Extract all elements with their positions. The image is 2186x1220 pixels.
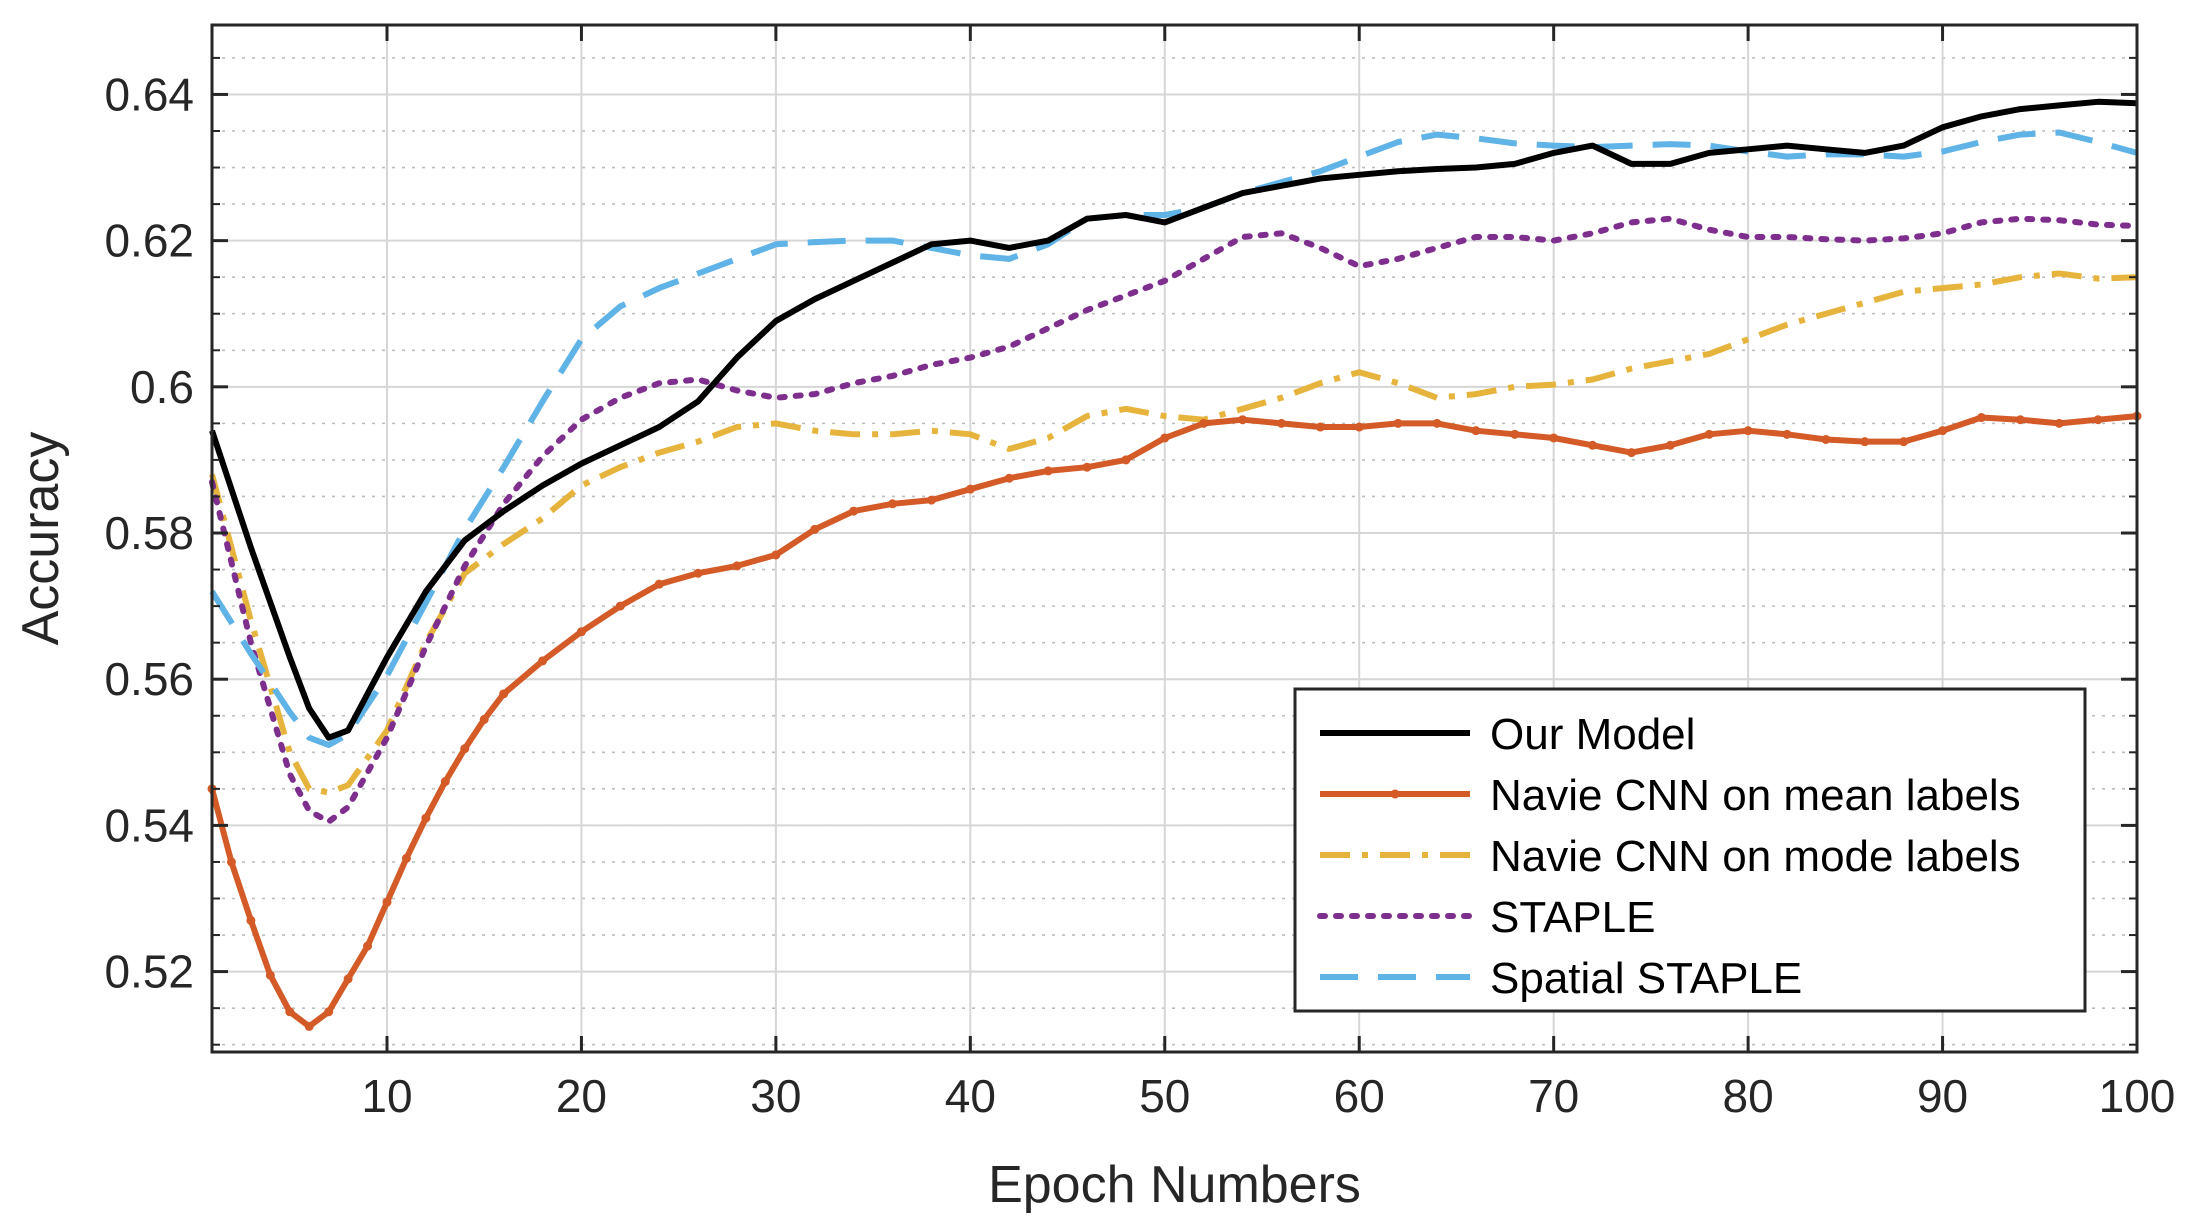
y-tick-labels: 0.52 0.54 0.56 0.58 0.6 0.62 0.64 (104, 68, 194, 997)
series-point-1 (499, 689, 509, 699)
series-point-1 (654, 579, 664, 589)
x-tick-label: 20 (556, 1070, 607, 1122)
series-point-1 (1082, 462, 1092, 472)
series-point-1 (1976, 413, 1986, 423)
series-point-1 (1199, 418, 1209, 428)
series-line-0 (209, 98, 2138, 741)
x-tick-label: 30 (750, 1070, 801, 1122)
y-tick-label: 0.64 (104, 68, 194, 120)
series-point-1 (285, 1007, 295, 1017)
x-tick-label: 40 (945, 1070, 996, 1122)
series-point-1 (265, 970, 275, 980)
series-point-1 (1393, 418, 1403, 428)
series-point-1 (1743, 426, 1753, 436)
series-point-1 (1432, 418, 1442, 428)
series-point-1 (2015, 415, 2025, 425)
series-line-4 (209, 129, 2138, 748)
y-axis-label: Accuracy (12, 432, 70, 646)
series-point-1 (1860, 437, 1870, 447)
series-point-1 (771, 550, 781, 560)
legend-label: STAPLE (1490, 893, 1655, 942)
series-point-1 (1160, 433, 1170, 443)
series-point-1 (1626, 448, 1636, 458)
series-point-1 (1471, 426, 1481, 436)
x-tick-label: 90 (1917, 1070, 1968, 1122)
series-point-1 (576, 627, 586, 637)
y-tick-label: 0.62 (104, 215, 194, 267)
series-point-1 (363, 941, 373, 951)
series-point-1 (888, 499, 898, 509)
series-point-1 (1043, 466, 1053, 476)
series-point-1 (1238, 415, 1248, 425)
series-point-1 (1276, 418, 1286, 428)
series-point-1 (965, 484, 975, 494)
legend-label: Navie CNN on mode labels (1490, 832, 2021, 881)
series-point-1 (1004, 473, 1014, 483)
series-point-1 (732, 561, 742, 571)
series-point-1 (421, 813, 431, 823)
x-axis-label: Epoch Numbers (988, 1156, 1361, 1214)
series-point-1 (1899, 437, 1909, 447)
legend-box (1293, 687, 2087, 1013)
series-point-1 (538, 656, 548, 666)
series-point-1 (324, 1007, 334, 1017)
series-point-1 (849, 506, 859, 516)
series-point-1 (1782, 429, 1792, 439)
series-point-1 (1938, 426, 1948, 436)
series-point-1 (1510, 429, 1520, 439)
series-point-1 (1821, 434, 1831, 444)
y-tick-label: 0.56 (104, 653, 194, 705)
series-point-1 (382, 897, 392, 907)
x-tick-label: 100 (2099, 1070, 2176, 1122)
y-tick-label: 0.6 (130, 361, 194, 413)
legend-label: Navie CNN on mean labels (1490, 771, 2021, 820)
grid (212, 25, 2138, 1052)
series-point-1 (2093, 415, 2103, 425)
series-line-1 (209, 413, 2138, 1030)
ticks (212, 25, 2139, 1052)
series-line-3 (209, 215, 2140, 825)
series-point-1 (479, 714, 489, 724)
legend: Our Model Navie CNN on mean labels Navie C… (1293, 687, 2087, 1013)
x-tick-label: 70 (1528, 1070, 1579, 1122)
plot-frame (210, 23, 2139, 1054)
legend-label: Spatial STAPLE (1490, 954, 1802, 1003)
series-point-1 (1354, 422, 1364, 432)
series-point-1 (1704, 429, 1714, 439)
series-point-1 (926, 495, 936, 505)
y-tick-label: 0.54 (104, 799, 194, 851)
series-point-1 (1588, 440, 1598, 450)
series-point-1 (401, 853, 411, 863)
y-tick-label: 0.52 (104, 946, 194, 998)
x-tick-label: 10 (361, 1070, 412, 1122)
series-point-1 (615, 601, 625, 611)
series-point-1 (1549, 433, 1559, 443)
series-point-1 (2054, 418, 2064, 428)
y-tick-label: 0.58 (104, 507, 194, 559)
series-point-1 (226, 857, 236, 867)
series-point-1 (1315, 422, 1325, 432)
x-tick-label: 50 (1139, 1070, 1190, 1122)
series-point-1 (440, 777, 450, 787)
series-point-1 (693, 568, 703, 578)
series-point-1 (246, 915, 256, 925)
legend-label: Our Model (1490, 710, 1695, 759)
series-point-1 (810, 524, 820, 534)
series-point-1 (343, 974, 353, 984)
series-group (207, 98, 2142, 1031)
series-point-1 (1121, 455, 1131, 465)
series-line-2 (209, 270, 2138, 796)
x-tick-label: 60 (1334, 1070, 1385, 1122)
x-tick-label: 80 (1723, 1070, 1774, 1122)
series-point-1 (460, 744, 470, 754)
series-point-1 (1665, 440, 1675, 450)
legend-swatch-point (1390, 789, 1400, 799)
series-point-1 (304, 1021, 314, 1031)
x-tick-labels: 10 20 30 40 50 60 70 80 90 100 (361, 1070, 2175, 1122)
